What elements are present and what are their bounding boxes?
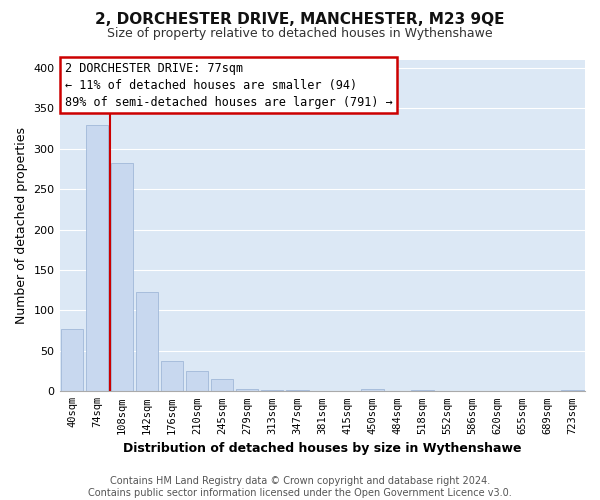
Bar <box>161 362 184 392</box>
Y-axis label: Number of detached properties: Number of detached properties <box>15 127 28 324</box>
Bar <box>136 292 158 392</box>
Text: Size of property relative to detached houses in Wythenshawe: Size of property relative to detached ho… <box>107 28 493 40</box>
Bar <box>236 389 259 392</box>
Text: Contains HM Land Registry data © Crown copyright and database right 2024.
Contai: Contains HM Land Registry data © Crown c… <box>88 476 512 498</box>
Bar <box>411 390 434 392</box>
Bar <box>286 390 308 392</box>
Bar <box>186 371 208 392</box>
Bar <box>561 390 584 392</box>
Text: 2, DORCHESTER DRIVE, MANCHESTER, M23 9QE: 2, DORCHESTER DRIVE, MANCHESTER, M23 9QE <box>95 12 505 28</box>
Bar <box>111 162 133 392</box>
Bar <box>86 124 109 392</box>
Bar <box>361 389 383 392</box>
X-axis label: Distribution of detached houses by size in Wythenshawe: Distribution of detached houses by size … <box>123 442 521 455</box>
Bar <box>61 329 83 392</box>
Text: 2 DORCHESTER DRIVE: 77sqm
← 11% of detached houses are smaller (94)
89% of semi-: 2 DORCHESTER DRIVE: 77sqm ← 11% of detac… <box>65 62 392 108</box>
Bar <box>261 390 283 392</box>
Bar <box>211 379 233 392</box>
